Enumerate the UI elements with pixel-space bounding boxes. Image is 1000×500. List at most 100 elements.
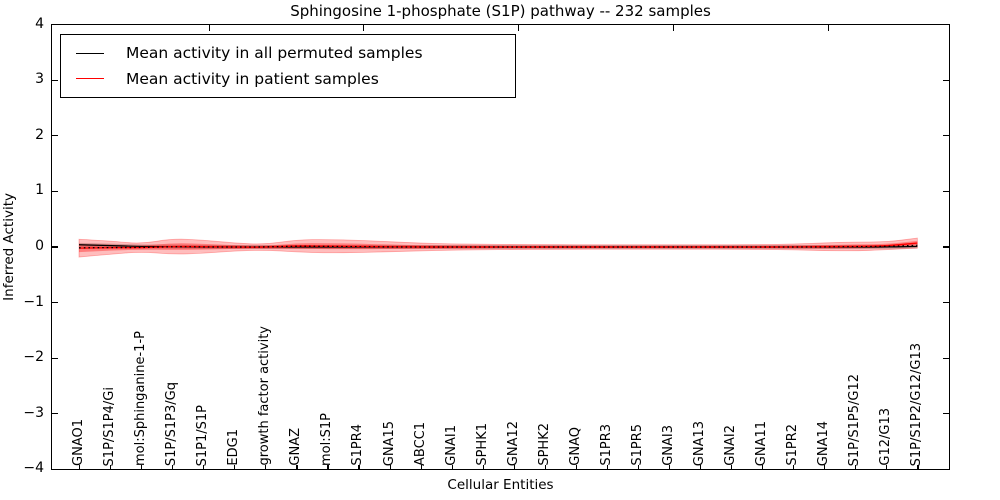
x-tick-label: GNAI3: [660, 425, 676, 466]
x-tick-label: mol:Sphinganine-1-P: [133, 330, 149, 466]
y-tick-right: [943, 24, 949, 26]
x-tick-top: [672, 25, 675, 31]
y-tick-label: 4: [35, 15, 44, 32]
x-tick-top: [517, 25, 520, 31]
x-tick-label: EDG1: [226, 429, 242, 466]
x-tick-label: S1P/S1P2/G12/G13: [909, 342, 925, 466]
x-tick-label: GNAI1: [443, 425, 459, 466]
x-tick-bottom: [824, 465, 826, 469]
x-tick-top: [362, 25, 365, 31]
x-axis-title: Cellular Entities: [447, 477, 554, 493]
y-tick-left: [52, 190, 58, 192]
y-tick-left: [52, 135, 58, 137]
x-tick-label: S1PR5: [629, 424, 645, 466]
y-tick-right: [943, 302, 949, 304]
legend-item-permuted: Mean activity in all permuted samples: [61, 44, 515, 62]
x-tick-label: mol:S1P: [319, 413, 335, 466]
x-tick-bottom: [110, 465, 112, 469]
x-tick-bottom: [917, 465, 919, 469]
y-tick-left: [52, 302, 58, 304]
legend-label-patient: Mean activity in patient samples: [126, 69, 379, 88]
x-tick-bottom: [793, 465, 795, 469]
y-tick-label: 2: [35, 126, 44, 143]
y-tick-left: [52, 24, 58, 26]
x-tick-bottom: [420, 465, 422, 469]
x-tick-label: ABCC1: [412, 421, 428, 466]
legend-item-patient: Mean activity in patient samples: [61, 70, 515, 88]
x-tick-bottom: [637, 465, 640, 469]
y-tick-label: −3: [23, 404, 44, 421]
y-tick-right: [943, 246, 949, 248]
x-tick-bottom: [855, 465, 857, 469]
y-tick-left: [52, 413, 58, 415]
y-tick-label: 0: [35, 238, 44, 254]
x-tick-label: SPHK2: [536, 423, 552, 466]
x-tick-bottom: [203, 465, 205, 469]
x-tick-label: S1P/S1P5/G12: [847, 373, 863, 466]
x-tick-label: G12/G13: [878, 408, 894, 466]
y-tick-label: 3: [35, 71, 44, 88]
plot-area: GNAO1 S1P/S1P4/Gi mol:Sphinganine-1-P S1P/S…: [51, 24, 950, 470]
x-tick-top: [208, 25, 210, 31]
x-tick-bottom: [358, 465, 360, 469]
x-tick-label: S1P/S1P4/Gi: [102, 386, 118, 466]
legend-line-patient-icon: [76, 78, 104, 80]
y-tick-left: [52, 246, 58, 248]
y-tick-label: −2: [23, 349, 44, 366]
x-tick-top: [827, 25, 830, 31]
y-tick-label: −1: [23, 293, 44, 310]
x-tick-bottom: [79, 465, 81, 469]
x-tick-label: S1P/S1P3/Gq: [164, 381, 180, 466]
x-tick-bottom: [327, 465, 329, 469]
x-tick-bottom: [141, 465, 143, 469]
x-tick-bottom: [668, 465, 671, 469]
y-tick-right: [943, 190, 949, 192]
legend-label-permuted: Mean activity in all permuted samples: [126, 44, 423, 63]
y-tick-right: [943, 79, 949, 81]
x-tick-label: S1PR2: [785, 424, 801, 466]
x-tick-label: GNAZ: [288, 428, 304, 466]
chart-canvas: [78, 237, 918, 258]
x-tick-label: S1PR4: [350, 424, 366, 466]
x-tick-bottom: [731, 465, 733, 469]
x-tick-bottom: [575, 465, 577, 469]
x-tick-label: S1PR3: [598, 424, 614, 466]
y-tick-right: [943, 357, 949, 359]
x-tick-bottom: [606, 465, 609, 469]
line-dotted-overlay: [78, 244, 918, 249]
x-tick-label: growth factor activity: [257, 326, 273, 466]
x-tick-label: GNA14: [816, 420, 832, 466]
y-tick-left: [52, 357, 58, 359]
y-tick-right: [943, 468, 949, 470]
x-tick-bottom: [234, 465, 236, 469]
x-tick-bottom: [389, 465, 391, 469]
x-tick-label: GNA12: [505, 420, 521, 466]
x-tick-label: GNAI2: [723, 425, 739, 466]
x-tick-bottom: [700, 465, 702, 469]
x-tick-bottom: [544, 465, 546, 469]
x-tick-label: GNAQ: [567, 427, 583, 466]
chart-title: Sphingosine 1-phosphate (S1P) pathway --…: [290, 2, 711, 20]
x-tick-bottom: [172, 465, 174, 469]
x-tick-bottom: [482, 465, 484, 469]
x-tick-bottom: [296, 465, 298, 469]
x-tick-bottom: [265, 465, 267, 469]
x-tick-bottom: [513, 465, 515, 469]
y-tick-right: [943, 413, 949, 415]
y-tick-label: 1: [35, 182, 44, 199]
y-tick-left: [52, 468, 58, 470]
x-tick-label: GNA15: [381, 420, 397, 466]
x-tick-label: GNA13: [692, 420, 707, 466]
x-tick-label: SPHK1: [474, 423, 490, 466]
x-tick-bottom: [762, 465, 764, 469]
y-tick-left: [52, 79, 58, 81]
x-tick-label: GNAO1: [71, 419, 86, 466]
y-tick-right: [943, 135, 949, 137]
x-tick-bottom: [886, 465, 888, 469]
legend-line-permuted-icon: [76, 52, 104, 54]
x-tick-label: GNA11: [754, 420, 770, 466]
x-tick-label: S1P1/S1P: [195, 404, 211, 466]
legend: Mean activity in all permuted samples Me…: [60, 34, 516, 98]
y-tick-label: −4: [23, 460, 44, 477]
